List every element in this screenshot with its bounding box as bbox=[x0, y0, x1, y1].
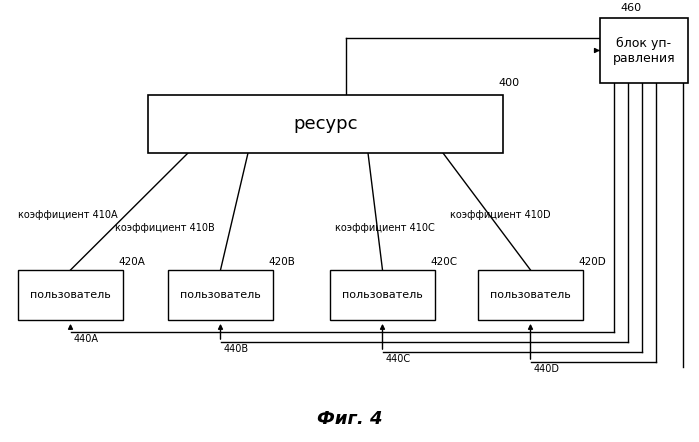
Bar bbox=[148, 95, 503, 153]
Text: 440A: 440A bbox=[73, 334, 99, 344]
Text: 440B: 440B bbox=[224, 344, 249, 354]
Bar bbox=[18, 270, 123, 320]
Bar bbox=[600, 18, 688, 83]
Text: 440D: 440D bbox=[533, 364, 559, 374]
Text: Фиг. 4: Фиг. 4 bbox=[317, 410, 383, 428]
Text: коэффициент 410A: коэффициент 410A bbox=[18, 210, 117, 220]
Text: ресурс: ресурс bbox=[294, 115, 358, 133]
Text: пользователь: пользователь bbox=[180, 290, 261, 300]
Bar bbox=[330, 270, 435, 320]
Text: коэффициент 410D: коэффициент 410D bbox=[450, 210, 551, 220]
Text: пользователь: пользователь bbox=[490, 290, 571, 300]
Text: пользователь: пользователь bbox=[30, 290, 111, 300]
Text: 440C: 440C bbox=[386, 354, 410, 364]
Text: 400: 400 bbox=[498, 78, 519, 88]
Text: коэффициент 410C: коэффициент 410C bbox=[335, 223, 435, 233]
Bar bbox=[168, 270, 273, 320]
Text: коэффициент 410B: коэффициент 410B bbox=[115, 223, 215, 233]
Text: 420B: 420B bbox=[268, 257, 295, 267]
Text: блок уп-
равления: блок уп- равления bbox=[613, 36, 675, 65]
Text: 420D: 420D bbox=[578, 257, 606, 267]
Text: 420C: 420C bbox=[430, 257, 457, 267]
Text: пользователь: пользователь bbox=[342, 290, 423, 300]
Bar bbox=[478, 270, 583, 320]
Text: 420A: 420A bbox=[118, 257, 145, 267]
Text: 460: 460 bbox=[620, 3, 641, 13]
